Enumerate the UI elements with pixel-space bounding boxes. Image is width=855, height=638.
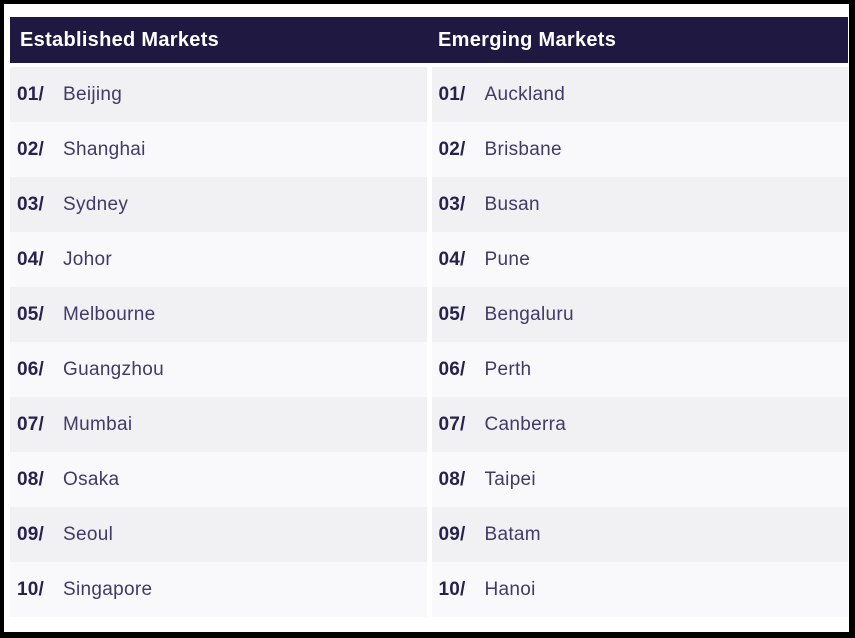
table-row: 03/ Sydney (10, 177, 427, 232)
table-row: 05/ Bengaluru (431, 287, 848, 342)
city-label: Osaka (63, 468, 120, 490)
rank-label: 05/ (17, 303, 45, 325)
table-row: 10/ Singapore (10, 562, 427, 617)
emerging-markets-column: 01/ Auckland 02/ Brisbane 03/ Busan 04/ … (431, 67, 848, 617)
rank-label: 10/ (438, 578, 466, 600)
table-row: 07/ Mumbai (10, 397, 427, 452)
rank-label: 07/ (17, 413, 45, 435)
rank-label: 01/ (438, 83, 466, 105)
city-label: Perth (484, 358, 532, 380)
city-label: Guangzhou (63, 358, 164, 380)
rank-label: 09/ (438, 523, 466, 545)
table-row: 09/ Seoul (10, 507, 427, 562)
column-header-established: Established Markets (10, 17, 430, 63)
city-label: Melbourne (63, 303, 156, 325)
rank-label: 03/ (17, 193, 45, 215)
table-body: 01/ Beijing 02/ Shanghai 03/ Sydney 04/ … (10, 67, 848, 617)
city-label: Auckland (484, 83, 566, 105)
established-markets-column: 01/ Beijing 02/ Shanghai 03/ Sydney 04/ … (10, 67, 427, 617)
table-row: 06/ Perth (431, 342, 848, 397)
city-label: Shanghai (63, 138, 146, 160)
city-label: Johor (63, 248, 113, 270)
header-divider (10, 63, 848, 67)
table-row: 07/ Canberra (431, 397, 848, 452)
table-row: 06/ Guangzhou (10, 342, 427, 397)
table-row: 08/ Taipei (431, 452, 848, 507)
table-header-bar: Established Markets Emerging Markets (10, 17, 848, 63)
table-row: 04/ Johor (10, 232, 427, 287)
rank-label: 08/ (17, 468, 45, 490)
established-markets-header-label: Established Markets (20, 28, 220, 51)
city-label: Bengaluru (484, 303, 574, 325)
table-row: 09/ Batam (431, 507, 848, 562)
table-row: 10/ Hanoi (431, 562, 848, 617)
table-row: 04/ Pune (431, 232, 848, 287)
table-row: 05/ Melbourne (10, 287, 427, 342)
city-label: Pune (484, 248, 531, 270)
rank-label: 01/ (17, 83, 45, 105)
table-row: 02/ Shanghai (10, 122, 427, 177)
rank-label: 06/ (438, 358, 466, 380)
city-label: Canberra (484, 413, 567, 435)
rank-label: 02/ (438, 138, 466, 160)
rank-label: 07/ (438, 413, 466, 435)
emerging-markets-header-label: Emerging Markets (438, 28, 617, 51)
rank-label: 08/ (438, 468, 466, 490)
city-label: Busan (484, 193, 540, 215)
city-label: Beijing (63, 83, 123, 105)
rank-label: 04/ (438, 248, 466, 270)
table-row: 01/ Beijing (10, 67, 427, 122)
rank-label: 02/ (17, 138, 45, 160)
table-row: 03/ Busan (431, 177, 848, 232)
rank-label: 06/ (17, 358, 45, 380)
column-header-emerging: Emerging Markets (430, 17, 848, 63)
city-label: Brisbane (484, 138, 562, 160)
rank-label: 05/ (438, 303, 466, 325)
city-label: Seoul (63, 523, 114, 545)
rank-label: 03/ (438, 193, 466, 215)
rank-label: 09/ (17, 523, 45, 545)
city-label: Hanoi (484, 578, 536, 600)
rank-label: 10/ (17, 578, 45, 600)
city-label: Singapore (63, 578, 153, 600)
rank-label: 04/ (17, 248, 45, 270)
table-row: 01/ Auckland (431, 67, 848, 122)
city-label: Taipei (484, 468, 536, 490)
city-label: Mumbai (63, 413, 133, 435)
table-row: 02/ Brisbane (431, 122, 848, 177)
table-row: 08/ Osaka (10, 452, 427, 507)
city-label: Sydney (63, 193, 129, 215)
city-label: Batam (484, 523, 541, 545)
